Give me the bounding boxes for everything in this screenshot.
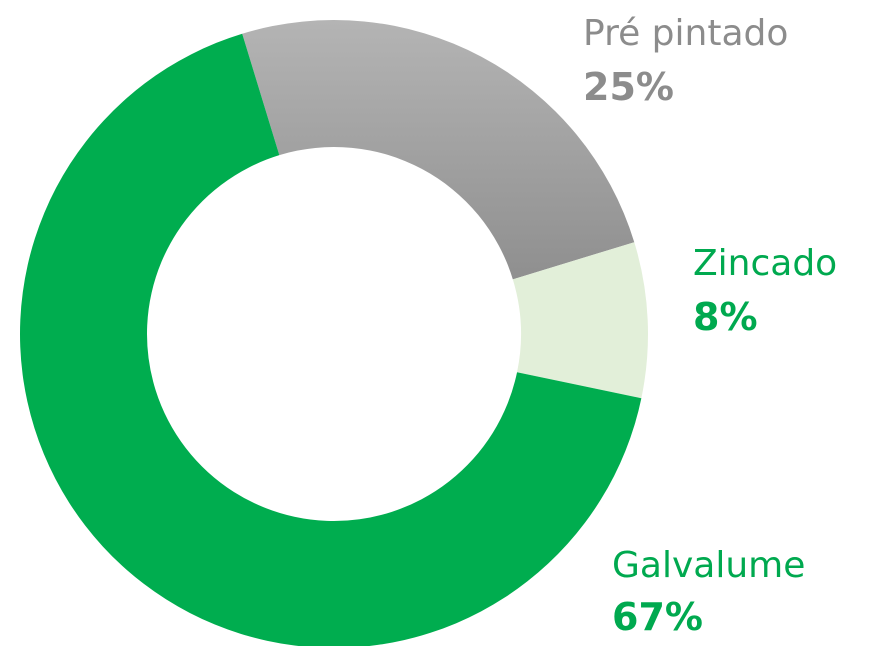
donut-slice (512, 242, 649, 399)
slice-label: Galvalume (612, 545, 805, 586)
slice-value-label: 67% (612, 595, 703, 639)
slice-label: Pré pintado (583, 13, 788, 54)
donut-slice (242, 19, 635, 280)
slice-value-label: 8% (693, 295, 758, 339)
donut-slice (20, 33, 642, 646)
slice-label: Zincado (693, 243, 837, 284)
slice-value-label: 25% (583, 65, 674, 109)
